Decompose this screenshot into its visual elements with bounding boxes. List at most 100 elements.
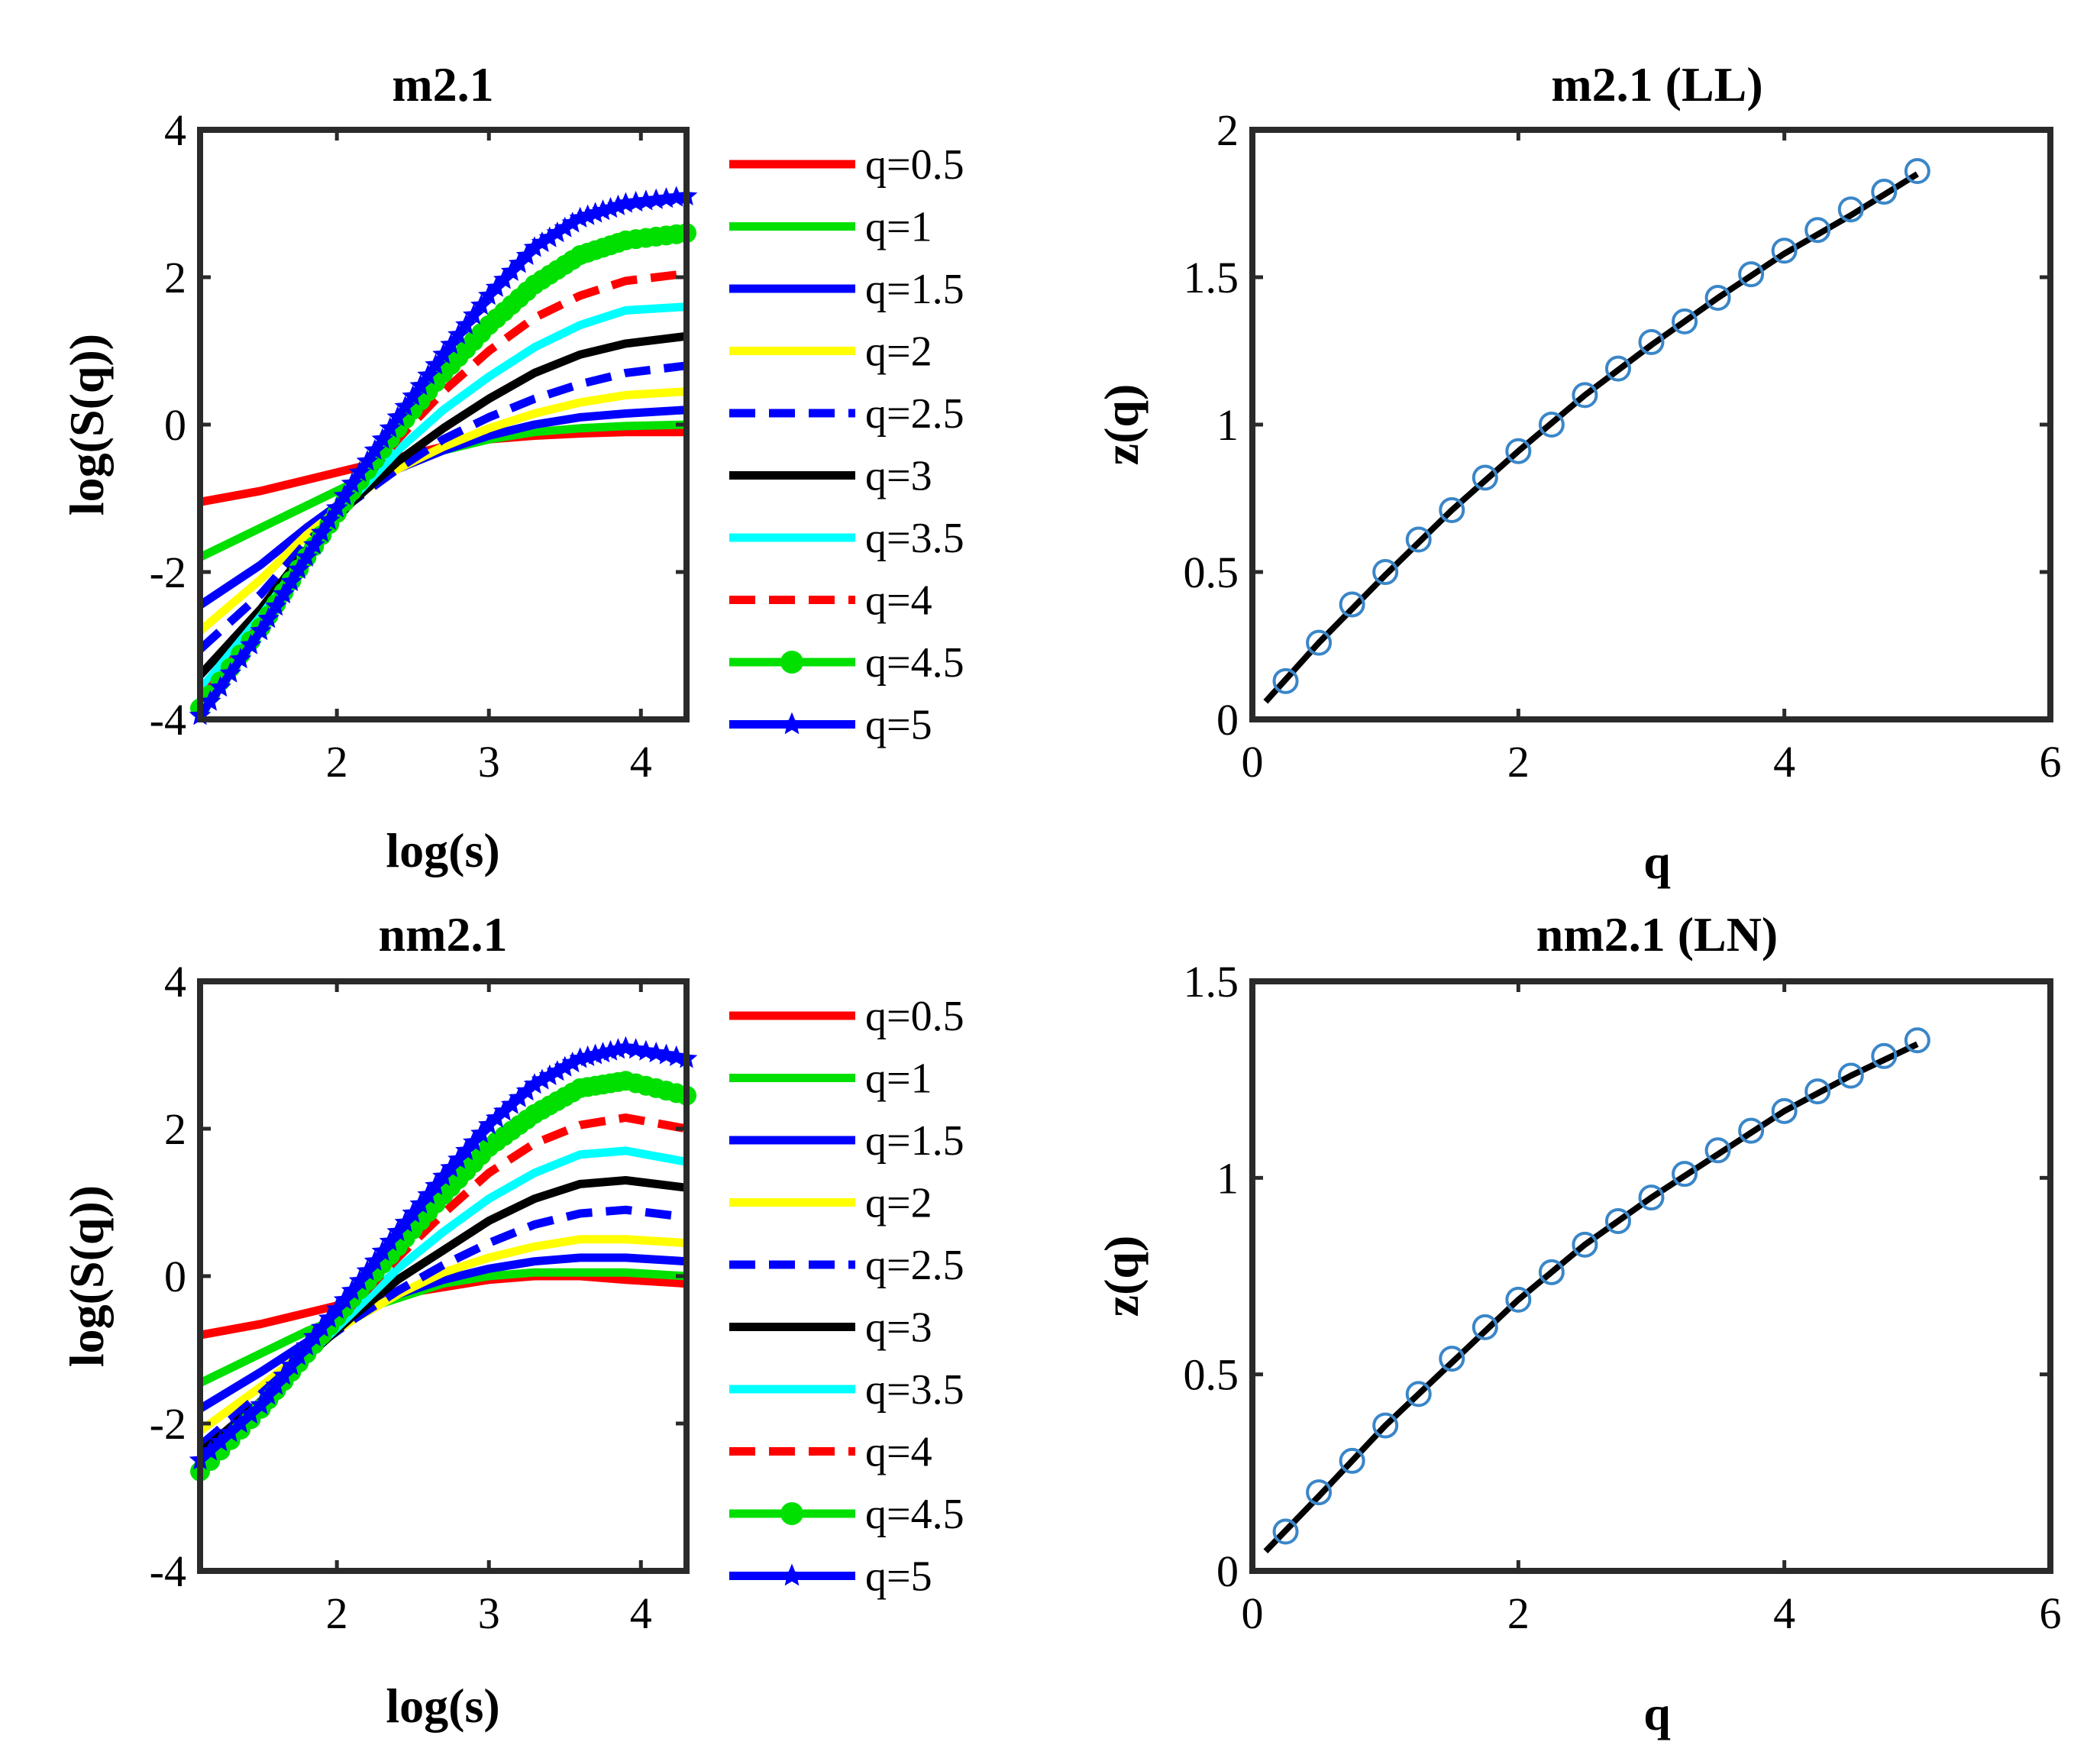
legend-marker (780, 1502, 803, 1525)
series-marker-q=5 (417, 364, 439, 385)
data-point (1306, 629, 1333, 656)
y-tick-label: 0 (1216, 1546, 1239, 1596)
series-marker-q=5 (199, 690, 221, 711)
series-marker-q=5 (470, 1122, 493, 1143)
series-marker-q=5 (485, 276, 508, 297)
data-point (1771, 1097, 1798, 1124)
series-marker-q=5 (219, 661, 242, 683)
series-marker-q=5 (402, 385, 424, 406)
data-point (1704, 1137, 1731, 1164)
series-marker-q=5 (523, 236, 546, 257)
data-point (1372, 1412, 1399, 1439)
series-line-q=2.5 (197, 1205, 687, 1449)
series-marker-q=5 (531, 1068, 554, 1090)
legend-label: q=1 (865, 204, 932, 251)
data-point (1804, 217, 1831, 244)
legend-label: q=3.5 (865, 515, 964, 562)
legend-label: q=1 (865, 1055, 932, 1103)
data-point (1472, 1314, 1498, 1340)
legend-label: q=3 (865, 453, 932, 500)
data-point (1837, 1062, 1864, 1089)
data-point (1771, 238, 1798, 264)
data-point (1837, 196, 1864, 223)
y-tick-label: 0.5 (1184, 548, 1239, 597)
y-axis-label: z(q) (1094, 1236, 1149, 1317)
series-marker-q=5 (402, 1202, 424, 1223)
x-tick-label: 4 (1773, 737, 1795, 787)
series-marker-q=5 (554, 216, 576, 238)
data-point (1538, 1259, 1565, 1285)
series-marker-q=5 (229, 1412, 252, 1433)
series-marker-q=5 (577, 204, 599, 225)
data-point (1306, 1479, 1333, 1506)
series-marker-q=5 (440, 1156, 462, 1178)
legend-label: q=3.5 (865, 1366, 964, 1414)
series-line-q=3 (197, 1176, 687, 1456)
legend-marker (780, 651, 803, 674)
data-point (1672, 308, 1698, 334)
series-marker-q=5 (348, 461, 371, 482)
series-marker-q=5 (318, 1307, 341, 1328)
series-marker-q=5 (455, 1139, 477, 1161)
y-tick-label: 1 (1216, 1153, 1239, 1203)
fit-line (1263, 1041, 1919, 1554)
legend-label: q=0.5 (865, 141, 964, 189)
series-marker-q=5 (280, 570, 302, 591)
data-point (1339, 1447, 1365, 1474)
panel-title: m2.1 (392, 57, 493, 111)
series-marker-q=5 (569, 206, 591, 228)
series-marker-q=5 (379, 416, 402, 438)
y-tick-label: 1 (1216, 400, 1239, 450)
series-marker-q=5 (584, 202, 606, 223)
series-marker-q=5 (318, 509, 341, 530)
series-marker-q=5 (348, 1269, 371, 1291)
series-line-q=2 (197, 387, 687, 635)
data-point (1372, 559, 1399, 585)
series-line-q=4.5 (196, 228, 687, 711)
data-point (1904, 158, 1930, 185)
series-marker-q=5 (250, 619, 272, 641)
series-marker-q=5 (209, 676, 231, 697)
series-marker-q=5 (561, 1052, 583, 1073)
y-tick-label: 1.5 (1184, 253, 1239, 302)
series-marker-q=5 (592, 199, 614, 221)
series-marker-q=5 (599, 196, 622, 218)
series-marker-q=5 (341, 472, 363, 493)
series-marker-q=5 (265, 1374, 287, 1395)
legend-label: q=5 (865, 702, 932, 749)
x-tick-label: 4 (630, 737, 652, 787)
series-marker-q=5 (356, 450, 379, 471)
panel-title: nm2.1 (379, 907, 508, 961)
series-marker-q=5 (607, 194, 629, 215)
series-marker-q=5 (386, 1220, 409, 1242)
series-marker-q=5 (273, 1364, 295, 1385)
series-marker-q=5 (463, 303, 485, 325)
series-marker-q=5 (508, 252, 531, 273)
series-marker-q=5 (478, 284, 500, 305)
series-marker-q=5 (209, 1430, 231, 1452)
series-marker-q=5 (440, 333, 462, 354)
x-tick-label: 3 (478, 1588, 500, 1638)
legend-label: q=4.5 (865, 1491, 964, 1538)
data-point (1439, 1346, 1465, 1372)
data-point (1738, 261, 1765, 288)
legend-label: q=3 (865, 1304, 932, 1352)
series-marker-q=5 (546, 221, 569, 243)
x-tick-label: 6 (2040, 1588, 2062, 1638)
x-tick-label: 0 (1242, 1588, 1264, 1638)
series-marker-q=5 (455, 313, 477, 334)
series-marker-q=5 (199, 1440, 221, 1461)
series-marker-q=5 (515, 244, 538, 265)
panel-m2-1-ll: m2.1 (LL) 0 2 4 6 0 0.5 1 1.5 2 q z(q) (1094, 57, 2062, 889)
fit-line (1263, 171, 1919, 704)
series-marker-q=5 (432, 343, 454, 364)
data-point (1871, 1042, 1898, 1069)
series-marker-q=5 (493, 1100, 515, 1121)
y-tick-label: 0 (164, 400, 186, 450)
series-marker-q=5 (288, 557, 310, 579)
x-tick-label: 2 (326, 1588, 348, 1638)
x-tick-label: 2 (326, 737, 348, 787)
series-marker-q=5 (538, 1064, 561, 1085)
series-marker-q=5 (425, 354, 447, 375)
legend-marker (780, 1563, 804, 1586)
